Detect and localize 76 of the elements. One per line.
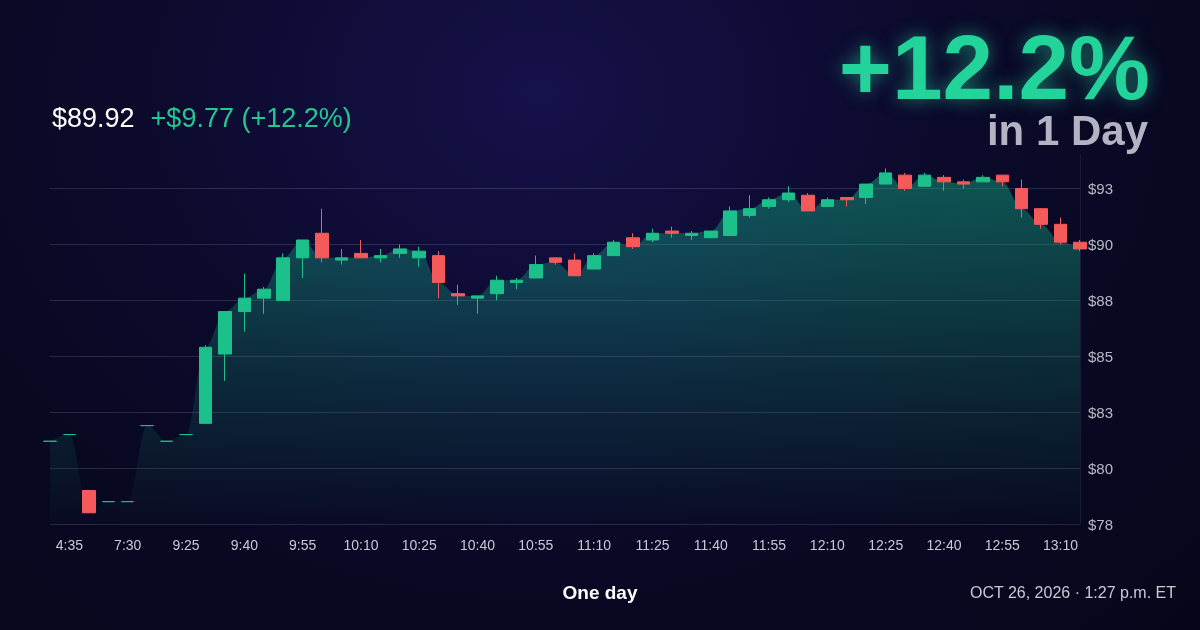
candlestick [743, 194, 756, 219]
candlestick [296, 239, 309, 279]
x-tick-label: 11:40 [693, 537, 728, 553]
candlestick [685, 230, 698, 241]
candlestick [976, 174, 990, 183]
x-tick-label: 11:10 [577, 537, 612, 553]
candlestick [199, 344, 212, 424]
x-tick-label: 10:55 [518, 537, 554, 553]
candlestick [1054, 217, 1067, 245]
x-tick-label: 11:25 [635, 537, 670, 553]
y-tick-label: $93 [1088, 180, 1114, 198]
candlestick [354, 239, 368, 259]
candlestick [587, 252, 601, 270]
candlestick [937, 174, 951, 192]
candlestick [568, 252, 581, 277]
candlestick [549, 257, 562, 266]
candlestick [840, 196, 854, 207]
candlestick [723, 205, 737, 237]
y-tick-label: $80 [1088, 459, 1114, 477]
candlestick [782, 185, 795, 203]
y-tick-label: $78 [1088, 515, 1114, 533]
candlestick [957, 179, 970, 190]
candlestick [238, 273, 251, 333]
y-tick-label: $90 [1088, 235, 1114, 253]
y-tick-label: $88 [1088, 291, 1114, 309]
candlestick [510, 277, 523, 290]
candlestick [1034, 208, 1048, 230]
x-tick-label: 10:40 [460, 537, 496, 553]
y-tick-label: $83 [1088, 403, 1114, 421]
x-tick-label: 13:10 [1043, 537, 1079, 553]
text: $89.92 [52, 103, 135, 133]
candlestick [626, 232, 640, 250]
candlestick [665, 226, 679, 239]
x-tick-label: 4:35 [55, 537, 84, 553]
y-tick-label: $85 [1088, 347, 1114, 365]
x-tick-label: 9:55 [289, 537, 317, 553]
candlestick [646, 228, 659, 243]
x-tick-label: 10:10 [343, 537, 379, 553]
candlestick [996, 174, 1009, 187]
candlestick [432, 250, 445, 299]
candlestick [529, 255, 543, 279]
candlestick [276, 252, 290, 301]
x-tick-label: 12:55 [984, 537, 1020, 553]
text: +$9.77 (+12.2%) [150, 103, 352, 133]
text: OCT 26, 2026 · 1:27 p.m. ET [969, 584, 1176, 601]
candlestick [490, 275, 504, 301]
x-tick-label: 9:40 [230, 537, 259, 553]
candlestick [801, 192, 815, 212]
candlestick [393, 243, 407, 259]
x-tick-label: 11:55 [752, 537, 787, 553]
x-tick-label: 9:25 [172, 537, 200, 553]
candlestick [607, 239, 620, 257]
candlestick [821, 196, 834, 207]
x-tick-label: 12:10 [809, 537, 846, 553]
x-axis-title: One day [562, 582, 638, 603]
candlestick [451, 284, 465, 306]
candlestick [82, 489, 96, 514]
candlestick [218, 311, 232, 382]
candlestick [412, 246, 426, 268]
candlestick [918, 172, 931, 187]
candlestick [1015, 179, 1028, 219]
candlestick [859, 183, 873, 205]
x-tick-label: 12:40 [926, 537, 962, 553]
candlestick [1073, 239, 1087, 252]
candlestick [898, 172, 912, 192]
candlestick [704, 230, 718, 239]
x-tick-label: 10:25 [401, 537, 437, 553]
candlestick [335, 248, 348, 266]
candlestick [879, 167, 892, 185]
candlestick [315, 208, 329, 263]
x-tick-label: 7:30 [114, 537, 142, 553]
candlestick [257, 286, 271, 315]
candlestick [471, 295, 484, 315]
candlestick [374, 248, 387, 263]
x-tick-label: 12:25 [868, 537, 904, 553]
candlestick [762, 196, 776, 210]
